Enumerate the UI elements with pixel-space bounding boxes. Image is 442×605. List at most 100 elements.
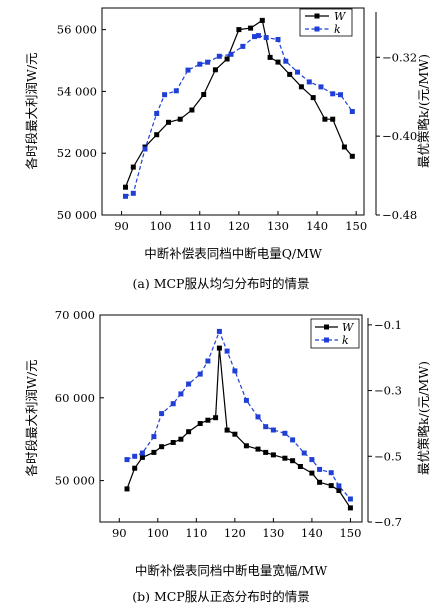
chart-a-series-k-point [205, 59, 211, 65]
chart-b-series-k-point [270, 427, 276, 433]
chart-b-series-k-point [301, 450, 307, 456]
chart-b-y2tick-label: −0.1 [374, 318, 402, 332]
chart-a-series-w-point [287, 71, 293, 77]
chart-a-series-k-point [130, 190, 136, 196]
chart-a-series-k-point [173, 88, 179, 94]
chart-a-legend: W k [299, 8, 353, 37]
chart-b-y2tick-label: −0.3 [374, 384, 402, 398]
chart-b-series-k-point [216, 328, 222, 334]
chart-b-series-k-point [124, 457, 130, 463]
chart-b-series-w-point [224, 427, 230, 433]
chart-a-xlabel: 中断补偿表同档中断电量Q/MW [144, 246, 322, 261]
chart-a-series-w-point [310, 95, 316, 101]
chart-b-series-k-point [232, 368, 238, 374]
chart-a-series-w-point [349, 153, 355, 159]
chart-b: 90 100 110 120 130 140 150 50 000 60 000 70 000 −0… [24, 308, 431, 604]
chart-b-series-k-point [347, 496, 353, 502]
chart-b-series-k-point [328, 470, 334, 476]
chart-a-series-k-point [197, 61, 203, 67]
chart-a-series-w-point [201, 92, 207, 97]
chart-b-series-w-point [132, 465, 138, 471]
chart-b-series-k-point [186, 381, 192, 387]
chart-a-series-k-point [123, 193, 128, 199]
chart-a-series-k-point [295, 69, 300, 75]
chart-a-series-w-point [322, 116, 328, 122]
chart-a-xtick-label: 150 [345, 219, 367, 233]
chart-b-series-w-point [263, 449, 269, 455]
chart-b-series-k-point [224, 348, 230, 354]
chart-b-legend-k-marker [324, 337, 329, 343]
chart-b-series-w-point [309, 470, 315, 476]
chart-b-series-w-point [347, 505, 353, 511]
chart-a-xtick-label: 140 [306, 219, 328, 233]
chart-b-axes: 90 100 110 120 130 140 150 50 000 60 000 70 000 −0… [55, 308, 402, 540]
chart-a-series-w-point [154, 132, 160, 138]
chart-a-series-k-point [349, 109, 355, 114]
chart-a-series-w-point [224, 56, 230, 62]
chart-b-series-k-point [139, 450, 145, 456]
chart-b-series-k-point [159, 411, 165, 417]
chart-b-series-w-point [178, 436, 184, 442]
chart-b-series-w-point [197, 421, 203, 426]
chart-a-series-k-point [162, 92, 168, 98]
chart-b-series-w-point [139, 454, 145, 460]
chart-b-series [124, 328, 353, 511]
chart-b-series-w-point [297, 464, 303, 469]
chart-a-xtick-label: 120 [228, 219, 250, 233]
chart-a-series-w-point [341, 144, 347, 150]
chart-a-series-w-line [124, 19, 353, 188]
chart-b-legend: W k [310, 318, 360, 349]
chart-b-ytick-label: 70 000 [55, 308, 95, 322]
chart-b-series-w-point [270, 452, 276, 458]
chart-a-series-w-point [166, 119, 171, 125]
chart-b-series-k-point [243, 397, 249, 403]
chart-b-series-k-point [317, 466, 323, 472]
chart-b-series-k-point [151, 434, 157, 440]
chart-b-plot-frame [99, 314, 363, 523]
chart-b-series-w-point [317, 479, 323, 485]
chart-b-legend-box [310, 318, 360, 349]
chart-a-series-k-point [255, 33, 261, 39]
chart-b-xtick-label: 150 [339, 526, 361, 540]
chart-b-xtick-label: 120 [224, 526, 246, 540]
chart-b-series-k-point [309, 457, 315, 463]
chart-b-series-w-point [336, 488, 342, 493]
chart-a-series-w-point [236, 27, 242, 33]
chart-a-series-w-point [130, 164, 136, 170]
chart-b-series-k-point [282, 430, 288, 436]
chart-a-ytick-label: 50 000 [57, 208, 97, 222]
chart-b-series-w-point [186, 429, 192, 435]
chart-b-series-w-line [126, 348, 351, 509]
chart-a-ytick-label: 54 000 [57, 84, 97, 98]
chart-b-legend-w-label: W [342, 321, 355, 334]
chart-a: 90 100 110 120 130 140 150 50 000 52 000 54 000 56… [24, 7, 431, 291]
chart-b-series-k-point [197, 371, 203, 377]
chart-a-xtick-label: 100 [150, 219, 172, 233]
chart-a-y2label: 最优策略k/(元/MW) [416, 54, 431, 168]
chart-a-legend-w-marker [314, 13, 320, 19]
chart-b-series-w-point [151, 449, 157, 455]
chart-a-ytick-label: 56 000 [57, 23, 97, 37]
chart-a-series-k-point [154, 111, 160, 116]
chart-b-series-w-point [282, 455, 288, 461]
chart-b-series-w-point [232, 431, 238, 437]
chart-a-series-k-point [318, 84, 324, 90]
chart-a-series-k-point [216, 53, 222, 59]
chart-b-series-w-point [290, 458, 296, 464]
chart-a-series-k-point [338, 92, 343, 98]
chart-a-series-w-point [212, 67, 218, 73]
chart-b-xtick-label: 140 [301, 526, 323, 540]
chart-a-series-k-point [228, 51, 234, 57]
chart-b-xtick-label: 90 [112, 526, 127, 540]
chart-a-series-k-point [252, 34, 257, 40]
chart-a-xtick-label: 110 [189, 219, 211, 233]
chart-a-series-k-point [142, 146, 148, 152]
chart-a-xtick-label: 130 [267, 219, 289, 233]
chart-b-caption: (b) MCP服从正态分布时的情景 [132, 589, 310, 604]
chart-b-series-w-point [255, 446, 261, 452]
chart-b-series-k-point [170, 401, 176, 407]
chart-b-series-w-point [328, 483, 334, 489]
chart-b-series-w-point [124, 486, 130, 492]
chart-a-series-k-point [263, 35, 269, 41]
